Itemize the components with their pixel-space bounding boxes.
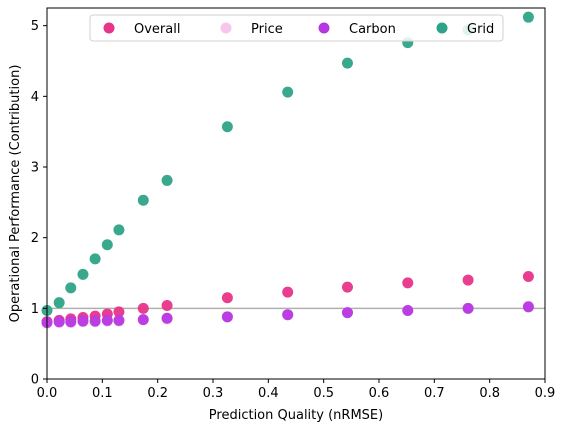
point-carbon [77, 315, 89, 327]
legend-marker [103, 22, 115, 34]
x-tick-label: 0.4 [258, 386, 279, 401]
point-carbon [113, 314, 125, 326]
legend-label: Overall [134, 22, 180, 37]
point-overall [113, 306, 125, 318]
point-grid [282, 86, 294, 98]
series-grid [41, 11, 534, 316]
point-overall [137, 302, 149, 314]
plot-frame [46, 7, 546, 380]
x-tick-label: 0.0 [37, 386, 58, 401]
x-tick-label: 0.2 [147, 386, 168, 401]
point-grid [101, 239, 113, 251]
point-carbon [53, 316, 65, 328]
legend-marker [220, 22, 232, 34]
point-overall [341, 281, 353, 293]
legend-entry-grid: Grid [436, 22, 494, 37]
point-overall [522, 271, 534, 283]
point-grid [161, 174, 173, 186]
series-overall [41, 271, 534, 328]
point-carbon [101, 314, 113, 326]
point-carbon [89, 315, 101, 327]
legend-label: Price [251, 22, 283, 37]
legend-box [89, 14, 504, 42]
y-tick-label: 0 [31, 373, 39, 388]
point-grid [65, 282, 77, 294]
x-tick-label: 0.9 [535, 386, 556, 401]
legend: Overall Price Carbon Grid [89, 14, 504, 42]
point-carbon [522, 301, 534, 313]
series-carbon [41, 301, 534, 328]
x-tick-label: 0.8 [479, 386, 500, 401]
x-tick-label: 0.5 [313, 386, 334, 401]
point-overall [462, 274, 474, 286]
legend-label: Carbon [349, 22, 396, 37]
point-carbon [65, 316, 77, 328]
point-grid [53, 297, 65, 309]
point-carbon [137, 314, 149, 326]
point-overall [402, 277, 414, 289]
y-tick-label: 3 [31, 161, 39, 176]
point-overall [221, 292, 233, 304]
x-tick-label: 0.6 [369, 386, 390, 401]
x-axis-ticks: 0.0 0.1 0.2 0.3 0.4 0.5 0.6 0.7 0.8 0.9 [37, 379, 556, 401]
legend-entry-carbon: Carbon [318, 22, 396, 37]
y-tick-label: 4 [31, 90, 39, 105]
point-carbon [462, 302, 474, 314]
point-grid [137, 194, 149, 206]
legend-marker [318, 22, 330, 34]
point-grid [77, 268, 89, 280]
point-carbon [161, 312, 173, 324]
point-grid [522, 11, 534, 23]
point-grid [89, 253, 101, 265]
legend-entry-price: Price [220, 22, 283, 37]
y-axis-label: Operational Performance (Contribution) [8, 65, 23, 323]
x-tick-label: 0.3 [203, 386, 224, 401]
x-axis-label: Prediction Quality (nRMSE) [209, 408, 383, 423]
point-carbon [221, 311, 233, 323]
y-tick-label: 5 [31, 19, 39, 34]
legend-marker [436, 22, 448, 34]
point-grid [113, 224, 125, 236]
point-carbon [282, 309, 294, 321]
x-tick-label: 0.1 [92, 386, 113, 401]
x-tick-label: 0.7 [424, 386, 445, 401]
point-carbon [341, 307, 353, 319]
y-tick-label: 1 [31, 302, 39, 317]
legend-entry-overall: Overall [103, 22, 180, 37]
legend-label: Grid [467, 22, 494, 37]
point-overall [282, 286, 294, 298]
data-points [41, 11, 534, 329]
point-grid [221, 121, 233, 133]
point-carbon [402, 304, 414, 316]
y-tick-label: 2 [31, 231, 39, 246]
y-axis-ticks: 0 1 2 3 4 5 [31, 19, 47, 388]
point-grid [341, 57, 353, 69]
point-overall [161, 300, 173, 312]
